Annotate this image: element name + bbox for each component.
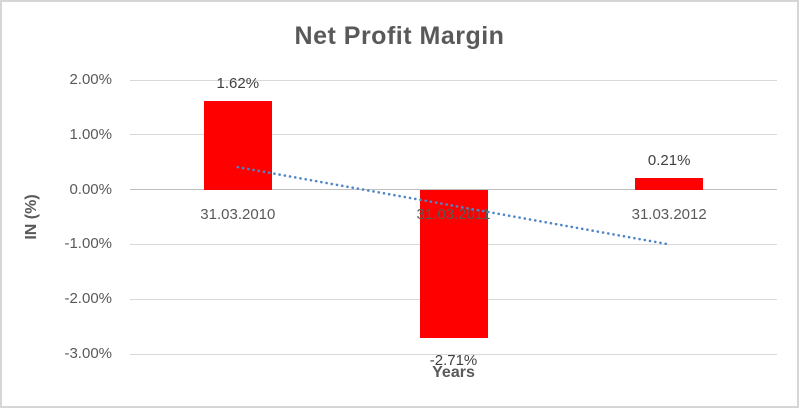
x-tick-label: 31.03.2010 xyxy=(200,205,276,223)
y-tick-label: 0.00% xyxy=(69,180,112,198)
trendline xyxy=(236,165,671,246)
y-tick-label: -1.00% xyxy=(64,235,112,253)
gridline xyxy=(130,353,777,355)
data-label: 1.62% xyxy=(216,74,260,92)
y-tick-label: -2.00% xyxy=(64,290,112,308)
plot-area: 2.00% 1.00% 0.00% -1.00% -2.00% -3.00% 31.03.2… xyxy=(64,71,777,369)
bar xyxy=(635,178,704,190)
y-tick-label: 1.00% xyxy=(69,125,112,143)
data-label: -2.71% xyxy=(429,352,478,370)
bar xyxy=(419,189,488,339)
y-tick-label: -3.00% xyxy=(64,345,112,362)
gridline xyxy=(130,134,777,136)
bar xyxy=(203,100,272,190)
chart-title: Net Profit Margin xyxy=(294,22,505,50)
y-axis-title-text: IN (%) xyxy=(23,194,40,240)
data-label: 0.21% xyxy=(647,152,691,170)
x-tick-label: 31.03.2012 xyxy=(631,205,707,223)
trendline-path xyxy=(236,165,671,246)
gridline xyxy=(130,79,777,81)
y-tick-label: 2.00% xyxy=(69,71,112,88)
x-axis-title: Years xyxy=(432,364,475,381)
